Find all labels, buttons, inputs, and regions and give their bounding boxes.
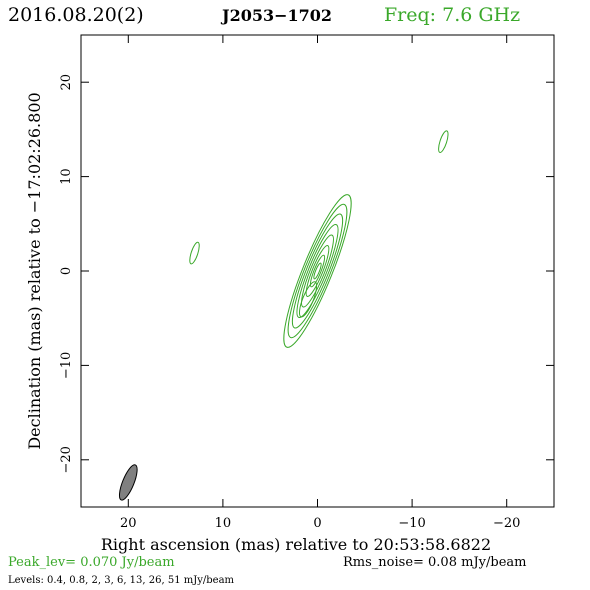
y-tick-label: −20: [59, 446, 74, 473]
contour-ring: [301, 234, 334, 308]
x-tick-label: 0: [313, 516, 321, 531]
contour-ring: [291, 213, 344, 329]
rms-noise: Rms_noise= 0.08 mJy/beam: [343, 555, 526, 570]
contour-ring: [309, 254, 326, 288]
x-tick-label: 20: [120, 516, 137, 531]
y-axis-title: Declination (mas) relative to −17:02:26.…: [25, 92, 44, 449]
contour-ring: [296, 223, 339, 319]
contour-ring: [313, 262, 322, 280]
contour-ring: [305, 245, 330, 297]
contour-lines: [189, 130, 449, 348]
y-tick-label: 0: [59, 267, 74, 275]
contour-ring: [438, 130, 449, 153]
contour-ring: [287, 203, 348, 339]
y-tick-label: −10: [59, 352, 74, 379]
axis-ticks: [81, 35, 554, 507]
contour-ring: [298, 281, 318, 318]
contour-levels: Levels: 0.4, 0.8, 2, 3, 6, 13, 26, 51 mJ…: [8, 575, 235, 586]
source-name: J2053−1702: [220, 6, 332, 25]
x-tick-label: 10: [215, 516, 232, 531]
beam-ellipse: [118, 464, 138, 501]
peak-level: Peak_lev= 0.070 Jy/beam: [8, 555, 175, 570]
plot-frame: [80, 34, 555, 508]
x-tick-label: −20: [493, 516, 520, 531]
observation-date: 2016.08.20(2): [8, 4, 144, 26]
axis-tick-labels: 20 10 0 −10 −20 −20 −10 0 10 20: [59, 74, 520, 531]
beam-shape: [118, 464, 138, 501]
contour-ring: [189, 241, 200, 265]
x-tick-label: −10: [398, 516, 425, 531]
frequency-label: Freq: 7.6 GHz: [384, 4, 520, 26]
y-tick-label: 10: [59, 168, 74, 185]
contour-ring: [283, 194, 352, 348]
y-tick-label: 20: [59, 74, 74, 91]
x-axis-title: Right ascension (mas) relative to 20:53:…: [101, 535, 491, 554]
